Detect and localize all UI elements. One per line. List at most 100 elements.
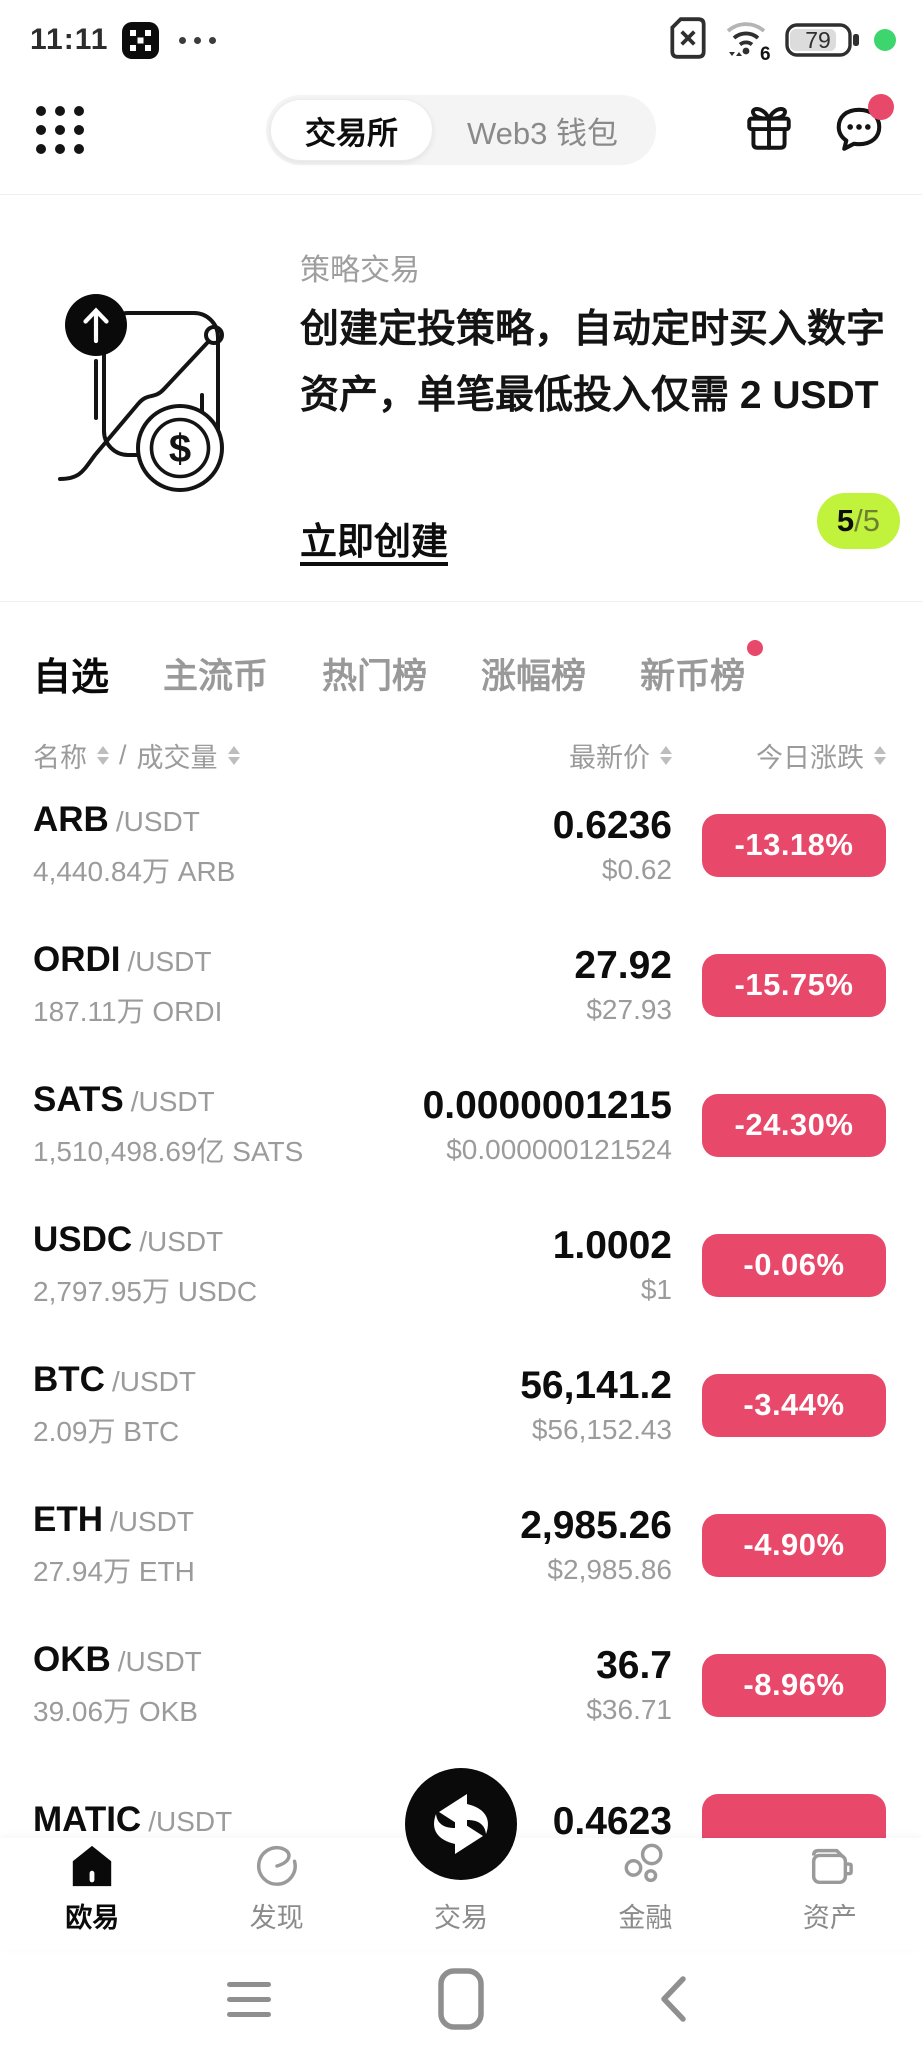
counter-current: 5 bbox=[836, 503, 855, 538]
strategy-banner[interactable]: $ 策略交易 创建定投策略，自动定时买入数字资产，单笔最低投入仅需 2 USDT… bbox=[0, 195, 922, 602]
notification-dot bbox=[868, 93, 894, 120]
trade-swap-button[interactable] bbox=[405, 1768, 518, 1880]
home-button[interactable] bbox=[431, 1968, 491, 2030]
coin-pair: /USDT bbox=[111, 1366, 196, 1397]
banner-description: 创建定投策略，自动定时买入数字资产，单笔最低投入仅需 2 USDT bbox=[300, 308, 886, 417]
table-header: 名称 / 成交量 最新价 今日涨跌 bbox=[0, 738, 922, 773]
change-badge[interactable]: -3.44% bbox=[702, 1373, 886, 1437]
recording-indicator-dot bbox=[874, 29, 896, 51]
change-badge[interactable]: -4.90% bbox=[702, 1513, 886, 1577]
coin-pair: /USDT bbox=[139, 1226, 224, 1257]
nav-label: 交易 bbox=[434, 1903, 489, 1933]
support-chat-icon[interactable] bbox=[832, 93, 894, 160]
table-row[interactable]: ORDI/USDT 187.11万 ORDI 27.92 $27.93 -15.… bbox=[0, 915, 922, 1055]
app-header: 交易所 Web3 钱包 bbox=[0, 66, 922, 195]
sort-icon[interactable] bbox=[874, 745, 886, 765]
counter-total: /5 bbox=[854, 503, 880, 538]
coin-pair: /USDT bbox=[110, 1506, 194, 1537]
coin-price: 1.0002 bbox=[552, 1224, 672, 1267]
table-row[interactable]: BTC/USDT 2.09万 BTC 56,141.2 $56,152.43 -… bbox=[0, 1335, 922, 1475]
coin-symbol: USDC bbox=[33, 1220, 133, 1259]
coin-price: 56,141.2 bbox=[520, 1364, 672, 1407]
change-badge[interactable]: -0.06% bbox=[702, 1233, 886, 1297]
coin-price-usd: $0.000000121524 bbox=[446, 1134, 672, 1165]
create-now-link[interactable]: 立即创建 bbox=[300, 521, 448, 562]
wifi-6-icon: 6 bbox=[722, 15, 772, 66]
coin-volume: 187.11万 ORDI bbox=[33, 996, 223, 1027]
header-volume[interactable]: 成交量 bbox=[136, 742, 218, 773]
coin-price-usd: $2,985.86 bbox=[547, 1554, 672, 1585]
tab-favorites[interactable]: 自选 bbox=[33, 657, 110, 699]
table-row[interactable]: SATS/USDT 1,510,498.69亿 SATS 0.000000121… bbox=[0, 1055, 922, 1195]
clock: 11:11 bbox=[30, 23, 109, 56]
new-badge-dot bbox=[747, 640, 764, 656]
tab-exchange[interactable]: 交易所 bbox=[269, 99, 433, 161]
nav-discover[interactable]: 发现 bbox=[184, 1838, 368, 1950]
banner-page-counter: 5/5 bbox=[816, 493, 900, 549]
market-list: ARB/USDT 4,440.84万 ARB 0.6236 $0.62 -13.… bbox=[0, 775, 922, 1838]
bottom-nav: 欧易 发现 交易 bbox=[0, 1768, 922, 1950]
floating-app-icon bbox=[122, 21, 160, 59]
coin-symbol: MATIC bbox=[33, 1800, 142, 1838]
sim-disabled-icon bbox=[667, 15, 709, 66]
table-row[interactable]: ARB/USDT 4,440.84万 ARB 0.6236 $0.62 -13.… bbox=[0, 775, 922, 915]
tab-major-coins[interactable]: 主流币 bbox=[163, 657, 269, 696]
coin-volume: 39.06万 OKB bbox=[33, 1696, 198, 1727]
change-badge[interactable]: -24.30% bbox=[702, 1093, 886, 1157]
sort-icon[interactable] bbox=[660, 745, 672, 765]
nav-label: 资产 bbox=[802, 1903, 857, 1933]
discover-icon bbox=[253, 1842, 301, 1890]
table-row[interactable]: MATIC/USDT 0.4623 bbox=[0, 1755, 922, 1838]
coin-symbol: ARB bbox=[33, 800, 109, 839]
nav-trade[interactable]: 交易 bbox=[369, 1768, 553, 1950]
coin-symbol: ETH bbox=[33, 1500, 103, 1539]
gift-icon[interactable] bbox=[742, 101, 796, 160]
coin-volume: 2,797.95万 USDC bbox=[33, 1276, 258, 1307]
nav-label: 欧易 bbox=[65, 1903, 120, 1933]
svg-text:$: $ bbox=[169, 427, 191, 471]
coin-volume: 4,440.84万 ARB bbox=[33, 856, 236, 887]
change-badge[interactable]: -8.96% bbox=[702, 1653, 886, 1717]
nav-label: 发现 bbox=[249, 1903, 304, 1933]
tab-new-coins[interactable]: 新币榜 bbox=[640, 640, 764, 699]
coin-volume: 2.09万 BTC bbox=[33, 1416, 180, 1447]
table-row[interactable]: OKB/USDT 39.06万 OKB 36.7 $36.71 -8.96% bbox=[0, 1615, 922, 1755]
sort-icon[interactable] bbox=[227, 745, 240, 765]
coin-price: 27.92 bbox=[574, 944, 672, 987]
nav-finance[interactable]: 金融 bbox=[553, 1838, 737, 1950]
strategy-illustration: $ bbox=[52, 283, 247, 503]
change-badge[interactable]: -13.18% bbox=[702, 813, 886, 877]
change-badge[interactable]: -15.75% bbox=[702, 953, 886, 1017]
tab-gainers-list[interactable]: 涨幅榜 bbox=[481, 657, 587, 696]
home-icon bbox=[68, 1842, 116, 1890]
coin-symbol: SATS bbox=[33, 1080, 124, 1119]
coin-pair: /USDT bbox=[127, 946, 212, 977]
recents-button[interactable] bbox=[219, 1969, 279, 2029]
header-divider: / bbox=[119, 739, 127, 770]
header-change-today[interactable]: 今日涨跌 bbox=[756, 742, 864, 773]
nav-home[interactable]: 欧易 bbox=[0, 1838, 184, 1950]
header-last-price[interactable]: 最新价 bbox=[569, 742, 650, 773]
coin-price-usd: $36.71 bbox=[586, 1694, 672, 1725]
coin-price: 36.7 bbox=[596, 1644, 672, 1687]
tab-web3-wallet[interactable]: Web3 钱包 bbox=[466, 115, 619, 151]
tab-hot-list[interactable]: 热门榜 bbox=[322, 657, 428, 696]
svg-text:6: 6 bbox=[760, 44, 771, 61]
coin-symbol: ORDI bbox=[33, 940, 121, 979]
coin-price: 0.6236 bbox=[552, 804, 672, 847]
status-bar: 11:11 bbox=[0, 0, 922, 66]
header-name[interactable]: 名称 bbox=[33, 742, 87, 773]
coin-price-usd: $27.93 bbox=[586, 994, 672, 1025]
mode-switcher: 交易所 Web3 钱包 bbox=[265, 95, 657, 165]
nav-assets[interactable]: 资产 bbox=[738, 1838, 922, 1950]
coin-pair: /USDT bbox=[148, 1806, 233, 1837]
change-badge[interactable] bbox=[702, 1793, 886, 1838]
table-row[interactable]: ETH/USDT 27.94万 ETH 2,985.26 $2,985.86 -… bbox=[0, 1475, 922, 1615]
coin-volume: 27.94万 ETH bbox=[33, 1556, 195, 1587]
sort-icon[interactable] bbox=[97, 745, 109, 765]
assets-wallet-icon bbox=[806, 1842, 854, 1890]
table-row[interactable]: USDC/USDT 2,797.95万 USDC 1.0002 $1 -0.06… bbox=[0, 1195, 922, 1335]
back-button[interactable] bbox=[643, 1969, 703, 2029]
apps-grid-menu-icon[interactable] bbox=[36, 106, 84, 154]
